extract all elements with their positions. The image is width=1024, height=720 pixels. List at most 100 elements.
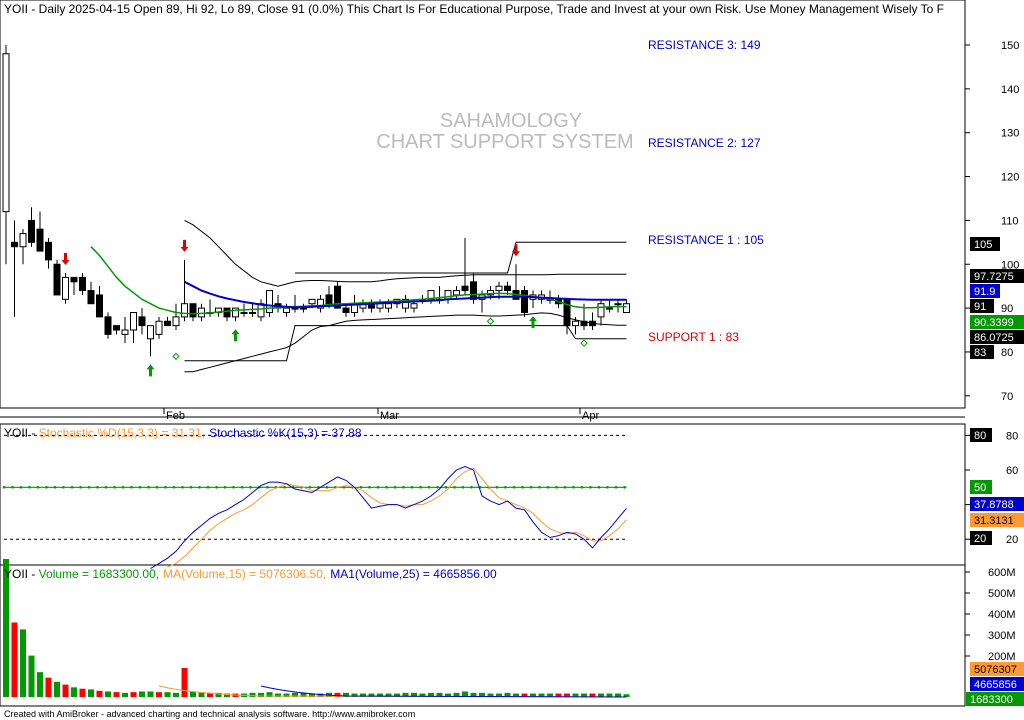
price-pane (0, 0, 966, 409)
axis-tag-stoch-d: 31.3131 (970, 513, 1024, 527)
stoch-50-dot (147, 486, 150, 489)
candle-down (113, 325, 120, 331)
volume-bar (62, 684, 69, 697)
candle-up (266, 290, 273, 313)
axis-tag-83-text: 83 (974, 347, 986, 359)
resistance-3-label: RESISTANCE 3: 149 (648, 38, 761, 52)
stoch-50-dot (121, 486, 125, 489)
stoch-50-dot (325, 486, 329, 489)
volume-pane (0, 564, 966, 707)
signal-diamond-icon (172, 352, 180, 361)
candle-down (11, 241, 18, 248)
stoch-50-dot (376, 486, 380, 489)
axis-tag-stoch-20-text: 20 (974, 533, 986, 545)
date-label-mar: Mar (380, 410, 399, 422)
stoch-50-dot (580, 486, 584, 489)
candle-down (580, 320, 588, 327)
buy-arrow-icon (529, 316, 537, 329)
volume-bar (300, 692, 307, 697)
stoch-50-dot (266, 486, 269, 489)
candle-up (623, 303, 630, 313)
stoch-50-dot (283, 486, 286, 489)
candle-up (121, 329, 129, 335)
volume-bar (28, 655, 35, 697)
volume-bar (462, 691, 468, 697)
axis-tag-stoch-50-text: 50 (974, 482, 986, 494)
volume-bar (317, 693, 324, 697)
axis-tag-vol-text: 1683300 (970, 694, 1013, 706)
volume-bar (360, 693, 366, 697)
volume-bar (496, 693, 502, 697)
axis-tag-105: 105 (970, 237, 1000, 251)
stoch-50-dot (606, 486, 609, 489)
candle-up (240, 311, 248, 314)
volume-axis-label: 300M (988, 630, 1016, 642)
candle-down (189, 303, 197, 318)
stoch-k-line (150, 465, 627, 570)
volume-bar (122, 692, 128, 697)
watermark-line1: SAHAMOLOGY (440, 110, 582, 132)
resistance-2-label: RESISTANCE 2: 127 (648, 136, 761, 150)
candle-down (334, 285, 341, 309)
stoch-pane (0, 423, 966, 566)
volume-bar (343, 692, 349, 697)
stoch-50-dot (512, 486, 516, 489)
volume-bar (538, 693, 545, 697)
footer-credit: Created with AmiBroker - advanced charti… (4, 709, 415, 719)
candle-up (198, 307, 205, 318)
candle-down (96, 294, 103, 318)
volume-ma15-line (158, 685, 627, 698)
resistance-1-label: RESISTANCE 1 : 105 (648, 233, 764, 247)
volume-bar (96, 690, 103, 697)
candle-up (283, 307, 290, 313)
axis-tag-stoch-80: 80 (970, 428, 992, 442)
stoch-50-dot (172, 486, 176, 489)
axis-tag-stoch-80-text: 80 (974, 430, 986, 442)
volume-bar (164, 692, 171, 697)
date-label-apr: Apr (582, 410, 599, 422)
stoch-50-dot (2, 486, 6, 489)
axis-tag-stoch-50: 50 (970, 480, 992, 494)
zone-lower-line (184, 325, 627, 362)
candle-down (45, 241, 52, 261)
stoch-50-dot (470, 486, 473, 489)
candle-down (138, 316, 146, 327)
signal-diamond-icon (486, 317, 495, 325)
axis-tag-83: 83 (970, 345, 994, 359)
volume-bar (88, 689, 94, 697)
volume-bar (487, 693, 494, 697)
volume-bar (20, 629, 26, 697)
volume-bar (224, 693, 230, 697)
stoch-50-dot (623, 486, 626, 489)
volume-bar (173, 692, 179, 697)
volume-title-ma15: MA(Volume,15) = 5076306.50, (163, 567, 326, 581)
zone-upper-line (295, 241, 627, 274)
stoch-50-dot (206, 486, 210, 489)
volume-bar (156, 692, 162, 697)
stoch-title-ticker: YOII - (4, 426, 39, 440)
volume-title-ticker: YOII - (4, 567, 39, 581)
volume-bar (402, 692, 409, 697)
stoch-50-dot (138, 486, 142, 489)
volume-bar (45, 677, 52, 697)
volume-bar (249, 692, 256, 697)
stoch-50-dot (529, 486, 533, 489)
volume-bar (411, 692, 417, 697)
stoch-50-dot (130, 486, 133, 489)
price-axis-label: 150 (1001, 40, 1019, 52)
stoch-50-dot (62, 486, 65, 489)
watermark-line2: CHART SUPPORT SYSTEM (376, 131, 633, 153)
candle-up (147, 325, 154, 340)
price-axis-label: 100 (1001, 259, 1019, 271)
axis-tag-ma-green-text: 90.3399 (974, 317, 1014, 329)
stoch-50-dot (410, 486, 414, 489)
volume-bar (139, 691, 145, 697)
candle-up (495, 285, 503, 292)
candle-up (62, 276, 69, 300)
volume-title-ma25: MA1(Volume,25) = 4665856.00 (330, 567, 497, 581)
volume-title: YOII - Volume = 1683300.00, MA(Volume,15)… (4, 567, 497, 581)
volume-axis-label: 500M (988, 588, 1016, 600)
stoch-50-dot (11, 486, 14, 489)
stoch-50-dot (70, 486, 74, 489)
volume-bar (71, 687, 77, 697)
